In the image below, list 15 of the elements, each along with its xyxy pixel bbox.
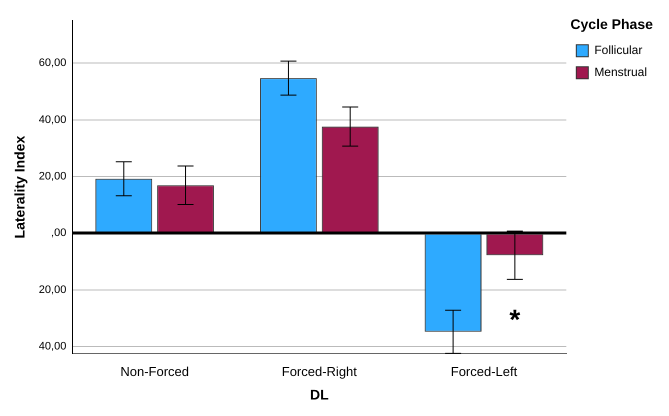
annotation: * <box>509 304 520 336</box>
y-tick-label: 60,00 <box>38 57 66 70</box>
x-tick-label: Non-Forced <box>120 364 189 379</box>
x-tick-label: Forced-Right <box>282 364 358 379</box>
x-axis-title: DL <box>310 386 330 402</box>
y-tick-label: 40,00 <box>38 114 66 126</box>
x-tick-label: Forced-Left <box>450 364 518 379</box>
y-tick-label: ,00 <box>51 227 66 240</box>
legend-title: Cycle Phase <box>570 16 654 32</box>
legend-label: Follicular <box>594 43 642 58</box>
legend-label: Menstrual <box>594 65 647 80</box>
y-tick-label: 20,00 <box>38 170 66 183</box>
y-tick-label: 40,00 <box>38 340 66 353</box>
y-tick-label: 20,00 <box>38 284 66 296</box>
y-axis-title: Laterality Index <box>11 136 28 238</box>
